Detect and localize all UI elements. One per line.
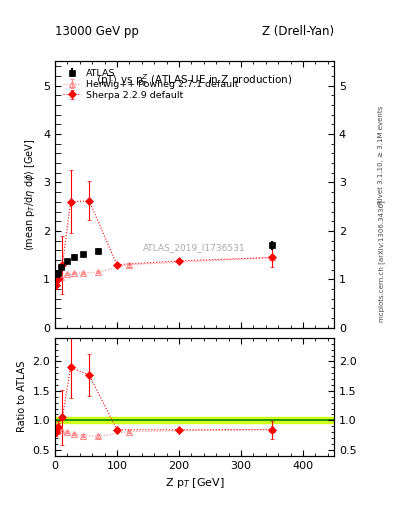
Bar (55, 417, 334, 423)
Text: mcplots.cern.ch [arXiv:1306.3436]: mcplots.cern.ch [arXiv:1306.3436] (378, 200, 385, 322)
X-axis label: Z p$_T$ [GeV]: Z p$_T$ [GeV] (165, 476, 224, 490)
Text: $\langle$pT$\rangle$ vs p$_T^Z$ (ATLAS UE in Z production): $\langle$pT$\rangle$ vs p$_T^Z$ (ATLAS U… (96, 72, 293, 89)
Text: ATLAS_2019_I1736531: ATLAS_2019_I1736531 (143, 243, 246, 252)
Legend: ATLAS, Herwig++ Powheg 2.7.1 default, Sherpa 2.2.9 default: ATLAS, Herwig++ Powheg 2.7.1 default, Sh… (60, 66, 242, 102)
Text: 13000 GeV pp: 13000 GeV pp (55, 26, 139, 38)
Text: Z (Drell-Yan): Z (Drell-Yan) (262, 26, 334, 38)
Text: Rivet 3.1.10, ≥ 3.1M events: Rivet 3.1.10, ≥ 3.1M events (378, 105, 384, 204)
Y-axis label: $\langle$mean p$_T$/d$\eta$ d$\phi\rangle$ [GeV]: $\langle$mean p$_T$/d$\eta$ d$\phi\rangl… (24, 138, 37, 251)
Y-axis label: Ratio to ATLAS: Ratio to ATLAS (17, 361, 27, 433)
